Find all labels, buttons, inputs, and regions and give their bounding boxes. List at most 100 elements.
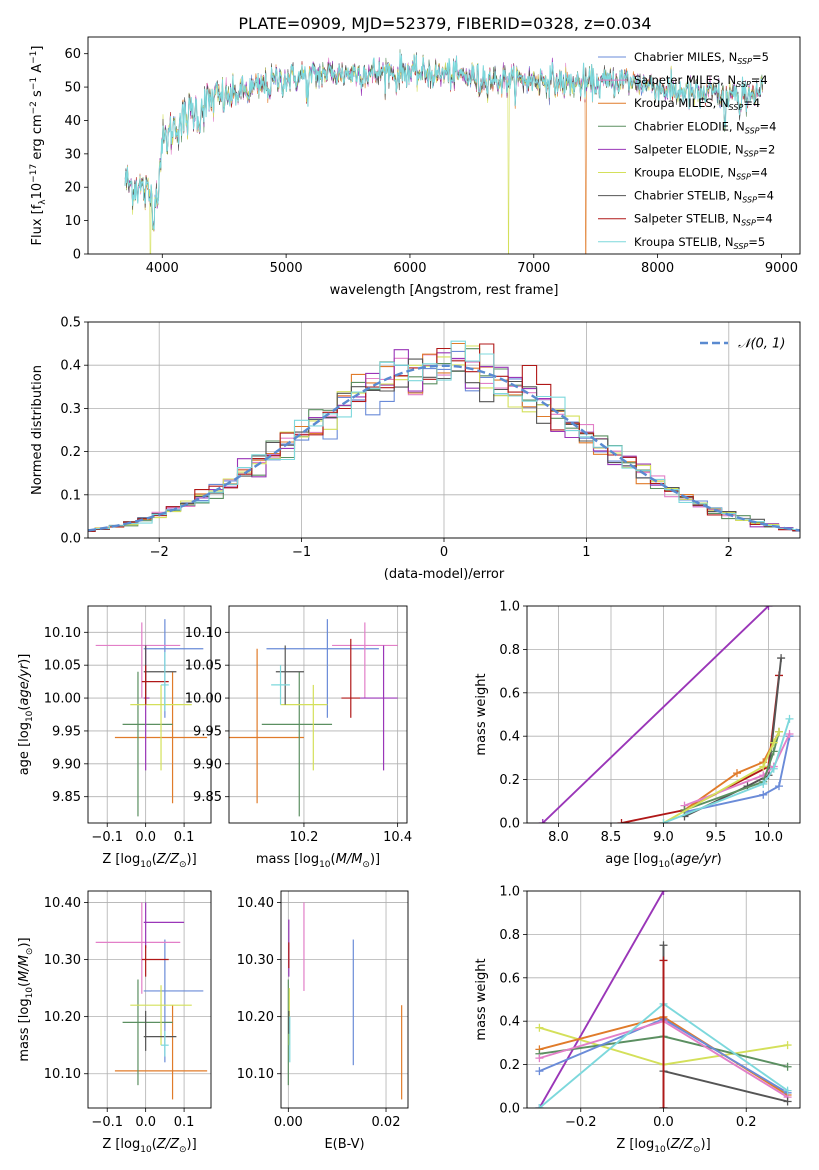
axes-frame: −0.2 0.0 0.2 0.0 0.2 0.4 0.6 0.8 1.0 Z [log10(Z/Z…: [474, 885, 801, 1155]
y-tick-label: 10.10: [185, 626, 222, 641]
y-axis-label-part: s: [30, 90, 45, 101]
legend-tail: =4: [743, 96, 760, 110]
x-axis-label-part: ): [717, 852, 722, 867]
y-axis-label-part: −2: [29, 101, 39, 114]
axes-box: [87, 890, 212, 1109]
axes-frame: −2 −1 0 1 2 0.0 0.1 0.2 0.3 0.4 0.5 (data-model)/er…: [30, 316, 801, 582]
x-tick-label: 0.0: [653, 1115, 674, 1130]
legend-label: Salpeter ELODIE, N: [634, 142, 744, 156]
errorbar-salpeter_elodie: [143, 645, 150, 771]
panel-age_vs_Z: −0.1 0.0 0.1 9.85 9.90 9.95 10.00 10.05 10.10 Z […: [17, 605, 212, 870]
y-axis-label-part: Flux [f: [30, 204, 45, 245]
legend-label: Salpeter STELIB, N: [634, 212, 741, 226]
y-axis-label-part: (: [17, 982, 32, 987]
weight-line-kroupa_stelib: [663, 718, 791, 823]
weight-marker-kroupa_elodie: [775, 727, 783, 736]
x-tick-label: −1: [292, 545, 311, 560]
weight-marker-kroupa_elodie: [535, 1023, 544, 1032]
weight-marker-salpeter_miles: [785, 730, 794, 739]
y-tick-label: 40: [64, 114, 81, 129]
x-axis-label-part: 10: [654, 1145, 666, 1155]
errorbar-salpeter_miles: [95, 622, 181, 699]
y-tick-label: 0.4: [499, 730, 520, 745]
weight-marker-salpeter_elodie: [764, 606, 773, 610]
y-axis-label-part: age/yr: [17, 662, 32, 705]
errorbar-chabrier_stelib: [143, 645, 177, 705]
x-tick-label: 9000: [765, 261, 798, 276]
x-tick-label: 0.0: [135, 830, 156, 845]
weight-marker-kroupa_stelib: [535, 1104, 544, 1108]
legend-label: Kroupa STELIB, N: [634, 235, 734, 249]
errorbar-salpeter_miles: [332, 622, 398, 699]
x-axis-label-part: Z [log: [616, 1137, 654, 1152]
histogram-chabrier_elodie: [88, 348, 800, 532]
y-tick-label: 10.20: [237, 1010, 274, 1025]
weight-marker-kroupa_elodie: [759, 762, 768, 771]
y-tick-label: 0.0: [60, 532, 81, 547]
y-axis-label-part: ⊙: [25, 948, 35, 956]
legend-entry-salpeter_stelib: Salpeter STELIB, NSSP=4: [634, 212, 773, 228]
y-tick-label: 0.4: [499, 1015, 520, 1030]
legend-sub: SSP: [729, 103, 744, 112]
x-tick-label: 7000: [517, 261, 550, 276]
weight-line-chabrier_stelib: [663, 1070, 788, 1103]
weight-marker-kroupa_elodie: [783, 1041, 792, 1050]
panel-residuals: −2 −1 0 1 2 0.0 0.1 0.2 0.3 0.4 0.5 (data-model)/er…: [30, 316, 801, 582]
x-axis-label-part: Z [log: [102, 852, 140, 867]
x-tick-label: 6000: [393, 261, 426, 276]
errorbar-salpeter_miles: [95, 902, 181, 994]
x-tick-label: 9.0: [653, 830, 674, 845]
y-tick-label: 0.0: [499, 817, 520, 832]
x-tick-label: −2: [150, 545, 169, 560]
y-tick-label: 0.2: [499, 1058, 520, 1073]
axes-box: [87, 36, 801, 255]
x-axis-label-part: (: [666, 1137, 671, 1152]
axes-frame: 8.0 8.5 9.0 9.5 10.0 0.0 0.2 0.4 0.6 0.8 1.0 age [l…: [474, 600, 801, 870]
x-tick-label: 0.2: [736, 1115, 757, 1130]
errorbar-kroupa_miles: [229, 648, 304, 804]
errorbar-salpeter_elodie: [360, 645, 398, 771]
y-tick-label: 50: [64, 81, 81, 96]
spectrum-line-kroupa_stelib: [124, 52, 764, 230]
x-tick-label: 5000: [270, 261, 303, 276]
weight-line-chabrier_stelib: [684, 657, 783, 818]
legend-entry-salpeter_miles: Salpeter MILES, NSSP=4: [634, 73, 768, 89]
x-tick-label: 10.4: [383, 830, 412, 845]
weight-marker-salpeter_miles: [535, 1054, 544, 1063]
plot-area: [535, 891, 792, 1108]
x-tick-label: 10.0: [754, 830, 783, 845]
legend-label: Salpeter MILES, N: [634, 73, 736, 87]
y-axis-label-part: )]: [17, 937, 32, 947]
plot-area: [95, 619, 208, 817]
figure-title: PLATE=0909, MJD=52379, FIBERID=0328, z=0…: [238, 14, 651, 33]
y-axis-label-part: −1: [29, 51, 39, 64]
errorbar-chabrier_stelib: [143, 1010, 177, 1051]
weight-line-chabrier_miles: [684, 736, 791, 814]
y-axis-label: Flux [fλ10−17 erg cm−2 s−1 A−1]: [29, 46, 48, 246]
x-axis-label-part: 10: [659, 860, 671, 870]
y-tick-label: 9.95: [193, 724, 222, 739]
x-tick-label: −0.1: [91, 1115, 123, 1130]
x-axis-label-part: )]: [370, 852, 380, 867]
y-tick-label: 10.40: [237, 896, 274, 911]
y-tick-label: 9.95: [52, 724, 81, 739]
errorbar-chabrier_elodie: [122, 671, 173, 817]
x-tick-label: 0.1: [174, 830, 195, 845]
axes-frame: 0.00 0.02 10.10 10.20 10.30 10.40 E(B-V): [237, 890, 409, 1152]
panel-weight_vs_age: 8.0 8.5 9.0 9.5 10.0 0.0 0.2 0.4 0.6 0.8 1.0 age [l…: [474, 600, 801, 870]
y-tick-label: 20: [64, 181, 81, 196]
normal-curve: [88, 364, 800, 532]
weight-marker-chabrier_stelib: [659, 941, 668, 950]
legend-tail: =4: [751, 166, 768, 180]
x-tick-label: −0.1: [91, 830, 123, 845]
y-tick-label: 9.85: [52, 790, 81, 805]
weight-line-salpeter_stelib: [621, 675, 780, 823]
panels: 4000 5000 6000 7000 8000 90000102030405060wav…: [17, 36, 801, 1155]
y-tick-label: 9.85: [193, 790, 222, 805]
y-tick-label: 1.0: [499, 885, 520, 900]
panel-age_vs_mass: 10.2 10.4 9.85 9.90 9.95 10.00 10.05 10.10 mass …: [185, 605, 412, 870]
weight-marker-chabrier_stelib: [777, 654, 786, 663]
y-tick-label: 10.10: [44, 1067, 81, 1082]
legend-tail: =4: [757, 189, 774, 203]
